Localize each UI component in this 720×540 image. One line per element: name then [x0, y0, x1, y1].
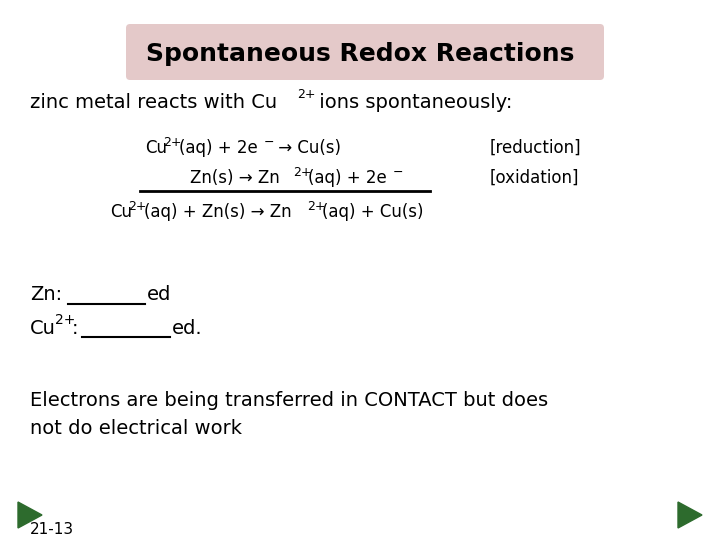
Text: ed.: ed.: [172, 319, 202, 338]
Polygon shape: [678, 502, 702, 528]
Text: Electrons are being transferred in CONTACT but does: Electrons are being transferred in CONTA…: [30, 390, 548, 409]
Text: ions spontaneously:: ions spontaneously:: [313, 92, 513, 111]
Text: 2+: 2+: [128, 199, 146, 213]
Text: Cu: Cu: [110, 203, 132, 221]
Text: −: −: [393, 165, 403, 179]
Text: Zn(s) → Zn: Zn(s) → Zn: [190, 169, 280, 187]
Text: 2+: 2+: [293, 165, 312, 179]
Text: zinc metal reacts with Cu: zinc metal reacts with Cu: [30, 92, 277, 111]
Text: [reduction]: [reduction]: [490, 139, 582, 157]
Text: ed: ed: [147, 286, 171, 305]
Text: Spontaneous Redox Reactions: Spontaneous Redox Reactions: [146, 42, 574, 66]
FancyBboxPatch shape: [126, 24, 604, 80]
Text: 2+: 2+: [297, 89, 315, 102]
Text: 2+: 2+: [307, 199, 325, 213]
Text: not do electrical work: not do electrical work: [30, 418, 242, 437]
Text: :: :: [72, 319, 78, 338]
Text: → Cu(s): → Cu(s): [273, 139, 341, 157]
Text: Cu: Cu: [145, 139, 167, 157]
Text: (aq) + Cu(s): (aq) + Cu(s): [322, 203, 423, 221]
Text: Cu: Cu: [30, 319, 56, 338]
Polygon shape: [18, 502, 42, 528]
Text: −: −: [264, 136, 274, 148]
Text: Zn:: Zn:: [30, 286, 62, 305]
Text: [oxidation]: [oxidation]: [490, 169, 580, 187]
Text: (aq) + 2e: (aq) + 2e: [308, 169, 387, 187]
Text: (aq) + Zn(s) → Zn: (aq) + Zn(s) → Zn: [144, 203, 292, 221]
Text: (aq) + 2e: (aq) + 2e: [179, 139, 258, 157]
Text: 2+: 2+: [55, 313, 76, 327]
Text: 2+: 2+: [163, 136, 181, 148]
Text: 21-13: 21-13: [30, 523, 74, 537]
